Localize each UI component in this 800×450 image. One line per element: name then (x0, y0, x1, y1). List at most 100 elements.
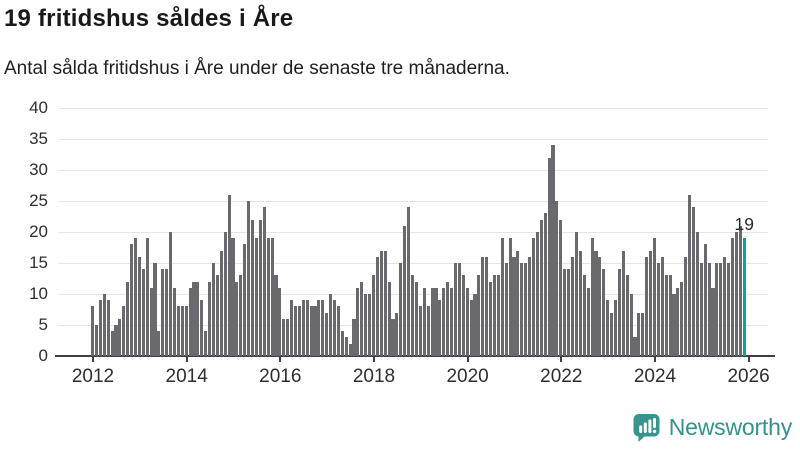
x-axis-tick (372, 356, 375, 362)
gridline (58, 262, 768, 264)
bar (637, 312, 641, 356)
bar (122, 306, 126, 356)
bar (137, 256, 141, 356)
x-axis-line (55, 355, 775, 357)
bar (411, 275, 415, 356)
bar (582, 275, 586, 356)
bar (489, 281, 493, 356)
bar (715, 263, 719, 356)
x-axis-label: 2012 (71, 366, 115, 387)
bar (695, 232, 699, 356)
bar (371, 275, 376, 356)
bar (485, 256, 489, 356)
bar (469, 300, 473, 356)
bar (94, 325, 98, 356)
bar (368, 294, 372, 356)
bar (211, 263, 216, 356)
x-axis-label: 2016 (259, 366, 302, 387)
y-axis-label: 35 (29, 129, 48, 148)
page-title: 19 fritidshus såldes i Åre (4, 5, 294, 32)
bar (711, 287, 715, 356)
bar (450, 287, 454, 356)
newsworthy-wordmark: Newsworthy (668, 414, 792, 440)
bar (258, 219, 262, 356)
bar (290, 300, 294, 356)
bar (492, 275, 497, 356)
bar (621, 250, 625, 356)
bar (262, 207, 266, 356)
x-axis-label: 2018 (352, 366, 396, 387)
bar (649, 250, 653, 356)
y-axis-label: 15 (29, 253, 48, 272)
bar (699, 263, 703, 356)
bar (680, 281, 684, 356)
gridline (58, 107, 768, 109)
y-axis: 0 5 10 15 20 25 30 35 40 (0, 99, 48, 365)
y-axis-label: 30 (29, 160, 48, 179)
bar (184, 306, 188, 356)
bar (645, 256, 649, 356)
bar (504, 263, 508, 356)
bar (610, 312, 614, 356)
bar (219, 250, 223, 356)
bar (684, 256, 688, 356)
bar (446, 281, 450, 356)
bar (106, 300, 110, 356)
bar (520, 263, 524, 356)
bar (453, 263, 458, 356)
bar (434, 287, 438, 356)
bar (414, 281, 418, 356)
bar (364, 294, 368, 356)
x-axis-tick (653, 356, 656, 362)
y-axis-label: 5 (38, 315, 48, 334)
newsworthy-logo[interactable]: Newsworthy (631, 412, 792, 443)
bar (551, 145, 555, 356)
bar (688, 194, 692, 356)
bar (196, 281, 200, 356)
x-axis-label: 2014 (165, 366, 208, 387)
gridline (58, 138, 768, 140)
bar (633, 337, 637, 356)
x-axis-tick (466, 356, 469, 362)
bar (356, 287, 360, 356)
bar (305, 300, 309, 356)
bar (348, 343, 352, 356)
bar (379, 250, 383, 356)
bar (215, 275, 219, 356)
bar (340, 331, 344, 356)
value-annotation: 19 (734, 214, 754, 235)
bar (387, 281, 391, 356)
bar (231, 238, 235, 356)
bar (375, 256, 379, 356)
bar (266, 238, 270, 356)
bar (192, 281, 196, 356)
bar (481, 256, 485, 356)
y-axis-label: 10 (29, 284, 48, 303)
bar (383, 250, 387, 356)
bar (508, 238, 512, 356)
bar (738, 225, 742, 356)
bar (723, 256, 727, 356)
x-axis-label: 2024 (633, 366, 677, 387)
bar (172, 287, 177, 356)
y-axis-label: 20 (29, 222, 48, 241)
bar (126, 281, 130, 356)
bar (418, 306, 422, 356)
bar-chart-speech-bubble-icon (633, 414, 660, 442)
bar (141, 269, 145, 356)
bar (149, 287, 153, 356)
bar (180, 306, 184, 356)
bar (243, 244, 247, 356)
bar (286, 318, 290, 356)
x-axis-label: 2026 (727, 366, 770, 387)
bar (559, 219, 563, 356)
bar (496, 275, 500, 356)
bar (161, 269, 165, 356)
bar (102, 294, 106, 356)
bar (344, 337, 348, 356)
bar (727, 263, 731, 356)
bar (208, 281, 212, 356)
bar (391, 318, 395, 356)
bar (652, 238, 657, 356)
bar (200, 300, 204, 356)
